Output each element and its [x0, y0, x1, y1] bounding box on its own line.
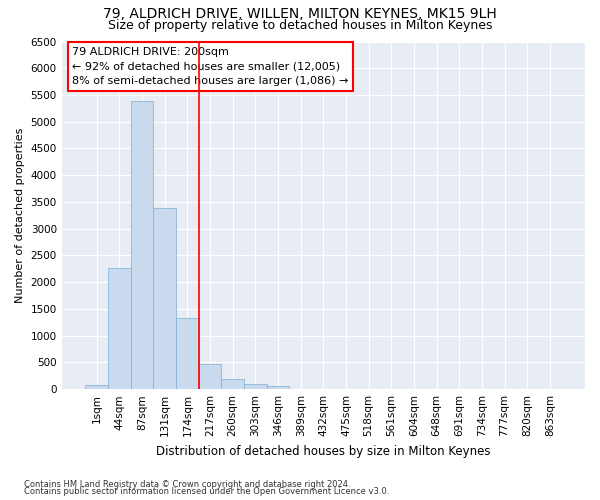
Bar [199, 364, 221, 389]
Bar [221, 379, 244, 389]
Bar [244, 384, 266, 389]
Bar [131, 101, 154, 389]
Y-axis label: Number of detached properties: Number of detached properties [15, 128, 25, 303]
Text: 79, ALDRICH DRIVE, WILLEN, MILTON KEYNES, MK15 9LH: 79, ALDRICH DRIVE, WILLEN, MILTON KEYNES… [103, 8, 497, 22]
Bar [154, 208, 176, 389]
Bar [108, 268, 131, 389]
Text: Size of property relative to detached houses in Milton Keynes: Size of property relative to detached ho… [108, 19, 492, 32]
X-axis label: Distribution of detached houses by size in Milton Keynes: Distribution of detached houses by size … [156, 444, 491, 458]
Bar [85, 385, 108, 389]
Text: Contains HM Land Registry data © Crown copyright and database right 2024.: Contains HM Land Registry data © Crown c… [24, 480, 350, 489]
Bar [266, 386, 289, 389]
Text: 79 ALDRICH DRIVE: 200sqm
← 92% of detached houses are smaller (12,005)
8% of sem: 79 ALDRICH DRIVE: 200sqm ← 92% of detach… [72, 46, 349, 86]
Text: Contains public sector information licensed under the Open Government Licence v3: Contains public sector information licen… [24, 487, 389, 496]
Bar [176, 318, 199, 389]
